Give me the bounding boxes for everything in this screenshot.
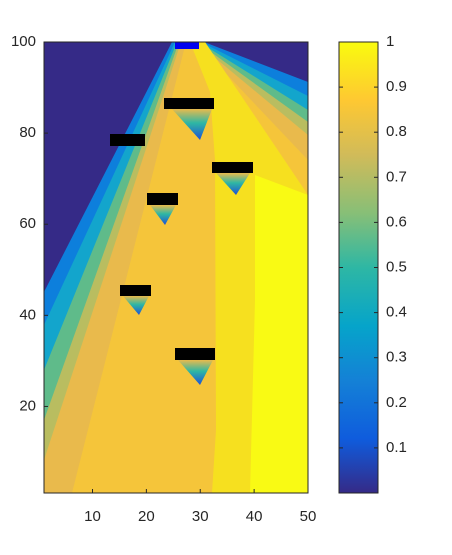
colorbar-tick-label: 0.1 [386,439,407,456]
colorbar-tick-label: 0.2 [386,394,407,411]
x-tick-label: 20 [138,508,155,525]
x-tick-label: 40 [246,508,263,525]
colorbar-tick-label: 1 [386,33,394,50]
y-tick-label: 60 [19,215,36,232]
x-tick-label: 10 [84,508,101,525]
y-tick-label: 20 [19,397,36,414]
x-tick-label: 50 [300,508,317,525]
heatmap-field [44,42,308,493]
colorbar-tick-label: 0.4 [386,304,407,321]
colorbar-tick-label: 0.3 [386,349,407,366]
colorbar-tick-label: 0.7 [386,168,407,185]
colorbar-tick-label: 0.6 [386,213,407,230]
colorbar [338,41,379,494]
plot-frame [43,41,309,494]
colorbar-tick-label: 0.9 [386,78,407,95]
colorbar-tick-label: 0.5 [386,258,407,275]
y-tick-label: 40 [19,306,36,323]
colorbar-tick-label: 0.8 [386,123,407,140]
y-tick-label: 100 [11,33,36,50]
x-tick-label: 30 [192,508,209,525]
y-tick-label: 80 [19,124,36,141]
